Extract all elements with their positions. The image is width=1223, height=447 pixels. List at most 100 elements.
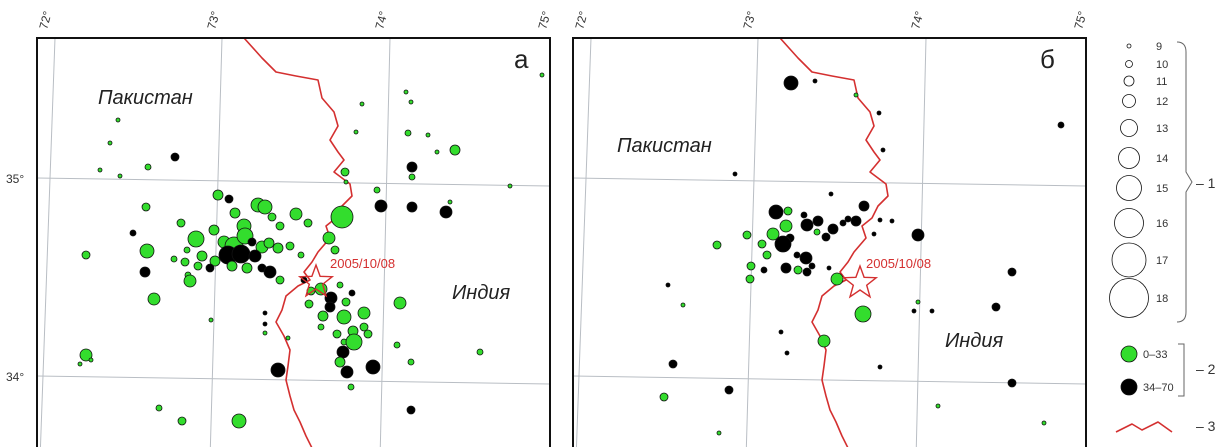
deep-epicenter xyxy=(224,194,234,204)
magnitude-10-label: 10 xyxy=(1156,59,1168,71)
shallow-epicenter xyxy=(193,261,203,271)
legend-brace-2 xyxy=(1178,343,1185,397)
magnitude-14-label: 14 xyxy=(1156,153,1168,165)
shallow-epicenter xyxy=(263,237,275,249)
magnitude-12-label: 12 xyxy=(1156,96,1168,108)
legend-brace-1 xyxy=(1176,41,1193,323)
shallow-epicenter xyxy=(177,416,187,426)
deep-epicenter xyxy=(374,199,388,213)
deep-epicenter xyxy=(858,200,870,212)
tick-lon-72-a: 72° xyxy=(36,9,54,30)
deep-epicenter xyxy=(324,301,336,313)
deep-epicenter xyxy=(877,217,883,223)
shallow-epicenter xyxy=(854,305,872,323)
deep-epicenter xyxy=(800,218,814,232)
shallow-epicenter xyxy=(334,356,346,368)
shallow-epicenter xyxy=(317,310,329,322)
shallow-epicenter xyxy=(285,335,291,341)
deep-epicenter xyxy=(802,267,812,277)
deep-epicenter xyxy=(340,365,354,379)
shallow-epicenter xyxy=(155,404,163,412)
shallow-epicenter xyxy=(434,149,440,155)
deep-epicenter xyxy=(828,191,834,197)
shallow-epicenter xyxy=(853,92,859,98)
deep-epicenter xyxy=(774,235,792,253)
map-panel-a: 2005/10/08 Пакистан Индия а xyxy=(36,37,551,447)
shallow-epicenter xyxy=(147,292,161,306)
shallow-epicenter xyxy=(712,240,722,250)
magnitude-11-label: 11 xyxy=(1156,76,1167,88)
deep-epicenter xyxy=(793,251,801,259)
deep-epicenter xyxy=(231,244,251,264)
deep-epicenter xyxy=(1057,121,1065,129)
deep-epicenter xyxy=(406,405,416,415)
shallow-epicenter xyxy=(183,246,191,254)
shallow-epicenter xyxy=(407,358,415,366)
deep-epicenter xyxy=(262,310,268,316)
shallow-epicenter xyxy=(716,430,722,436)
country-label-india: Индия xyxy=(945,330,1003,352)
tick-lon-74-b: 74° xyxy=(908,9,926,30)
shallow-epicenter xyxy=(144,163,152,171)
shallow-epicenter xyxy=(275,275,285,285)
deep-epicenter xyxy=(844,215,852,223)
shallow-epicenter xyxy=(77,361,83,367)
shallow-epicenter xyxy=(359,322,369,332)
shallow-epicenter xyxy=(757,239,767,249)
country-label-india: Индия xyxy=(452,282,510,304)
deep-epicenter xyxy=(778,329,784,335)
country-label-pakistan: Пакистан xyxy=(617,135,712,157)
deep-epicenter xyxy=(760,266,768,274)
magnitude-13-label: 13 xyxy=(1156,123,1168,135)
shallow-epicenter xyxy=(209,255,221,267)
shallow-epicenter xyxy=(176,218,186,228)
shallow-epicenter xyxy=(507,183,513,189)
tick-lon-73-b: 73° xyxy=(740,9,758,30)
magnitude-9-circle xyxy=(1126,43,1132,49)
shallow-epicenter xyxy=(353,129,359,135)
shallow-epicenter xyxy=(447,199,453,205)
tick-lat-35: 35° xyxy=(6,172,24,186)
shallow-epicenter xyxy=(425,132,431,138)
shallow-epicenter xyxy=(341,297,351,307)
deep-epicenter xyxy=(783,75,799,91)
shallow-epicenter xyxy=(357,306,371,320)
legend-deep-swatch xyxy=(1120,378,1138,396)
shallow-epicenter xyxy=(336,281,344,289)
deep-epicenter xyxy=(205,263,215,273)
shallow-epicenter xyxy=(449,144,461,156)
shallow-epicenter xyxy=(97,167,103,173)
epicenters-panel-b xyxy=(659,75,1065,436)
shallow-epicenter xyxy=(659,392,669,402)
shallow-epicenter xyxy=(208,317,214,323)
shallow-epicenter xyxy=(107,140,113,146)
deep-epicenter xyxy=(724,385,734,395)
shallow-epicenter xyxy=(330,245,340,255)
shallow-epicenter xyxy=(285,241,295,251)
shallow-epicenter xyxy=(272,242,284,254)
country-label-pakistan: Пакистан xyxy=(98,87,193,109)
magnitude-11-circle xyxy=(1123,75,1135,87)
shallow-epicenter xyxy=(340,167,350,177)
magnitude-size-legend: 9 10 11 12 13 14 15 16 17 18 xyxy=(1109,41,1168,318)
shallow-epicenter xyxy=(745,274,755,284)
deep-epicenter xyxy=(732,171,738,177)
shallow-epicenter xyxy=(817,334,831,348)
shallow-epicenter xyxy=(539,72,545,78)
shallow-epicenter xyxy=(793,265,803,275)
shallow-epicenter xyxy=(187,230,205,248)
magnitude-13-circle xyxy=(1120,119,1138,137)
border-line-b xyxy=(779,38,889,447)
shallow-epicenter xyxy=(229,207,241,219)
deep-epicenter xyxy=(821,232,831,242)
shallow-epicenter xyxy=(304,299,314,309)
deep-epicenter xyxy=(262,321,268,327)
shallow-epicenter xyxy=(297,251,305,259)
deep-epicenter xyxy=(1007,267,1017,277)
magnitude-16-circle xyxy=(1114,208,1144,238)
shallow-epicenter xyxy=(275,221,285,231)
deep-epicenter xyxy=(1007,378,1017,388)
magnitude-17-label: 17 xyxy=(1156,255,1168,267)
longitude-ticks: 72° 73° 74° 75° 72° 73° 74° 75° xyxy=(36,9,1089,30)
